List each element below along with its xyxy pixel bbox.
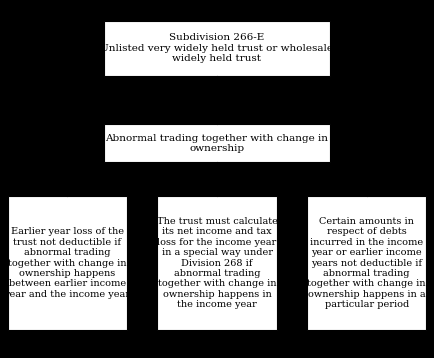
FancyBboxPatch shape [157, 196, 276, 330]
FancyBboxPatch shape [307, 196, 426, 330]
Text: Earlier year loss of the
trust not deductible if
abnormal trading
together with : Earlier year loss of the trust not deduc… [4, 227, 130, 299]
FancyBboxPatch shape [7, 196, 127, 330]
FancyBboxPatch shape [104, 20, 330, 76]
Text: Subdivision 266-E
Unlisted very widely held trust or wholesale
widely held trust: Subdivision 266-E Unlisted very widely h… [101, 33, 333, 63]
Text: Certain amounts in
respect of debts
incurred in the income
year or earlier incom: Certain amounts in respect of debts incu… [307, 217, 426, 309]
Text: The trust must calculate
its net income and tax
loss for the income year
in a sp: The trust must calculate its net income … [157, 217, 277, 309]
FancyBboxPatch shape [104, 125, 330, 162]
Text: Abnormal trading together with change in
ownership: Abnormal trading together with change in… [105, 134, 329, 153]
